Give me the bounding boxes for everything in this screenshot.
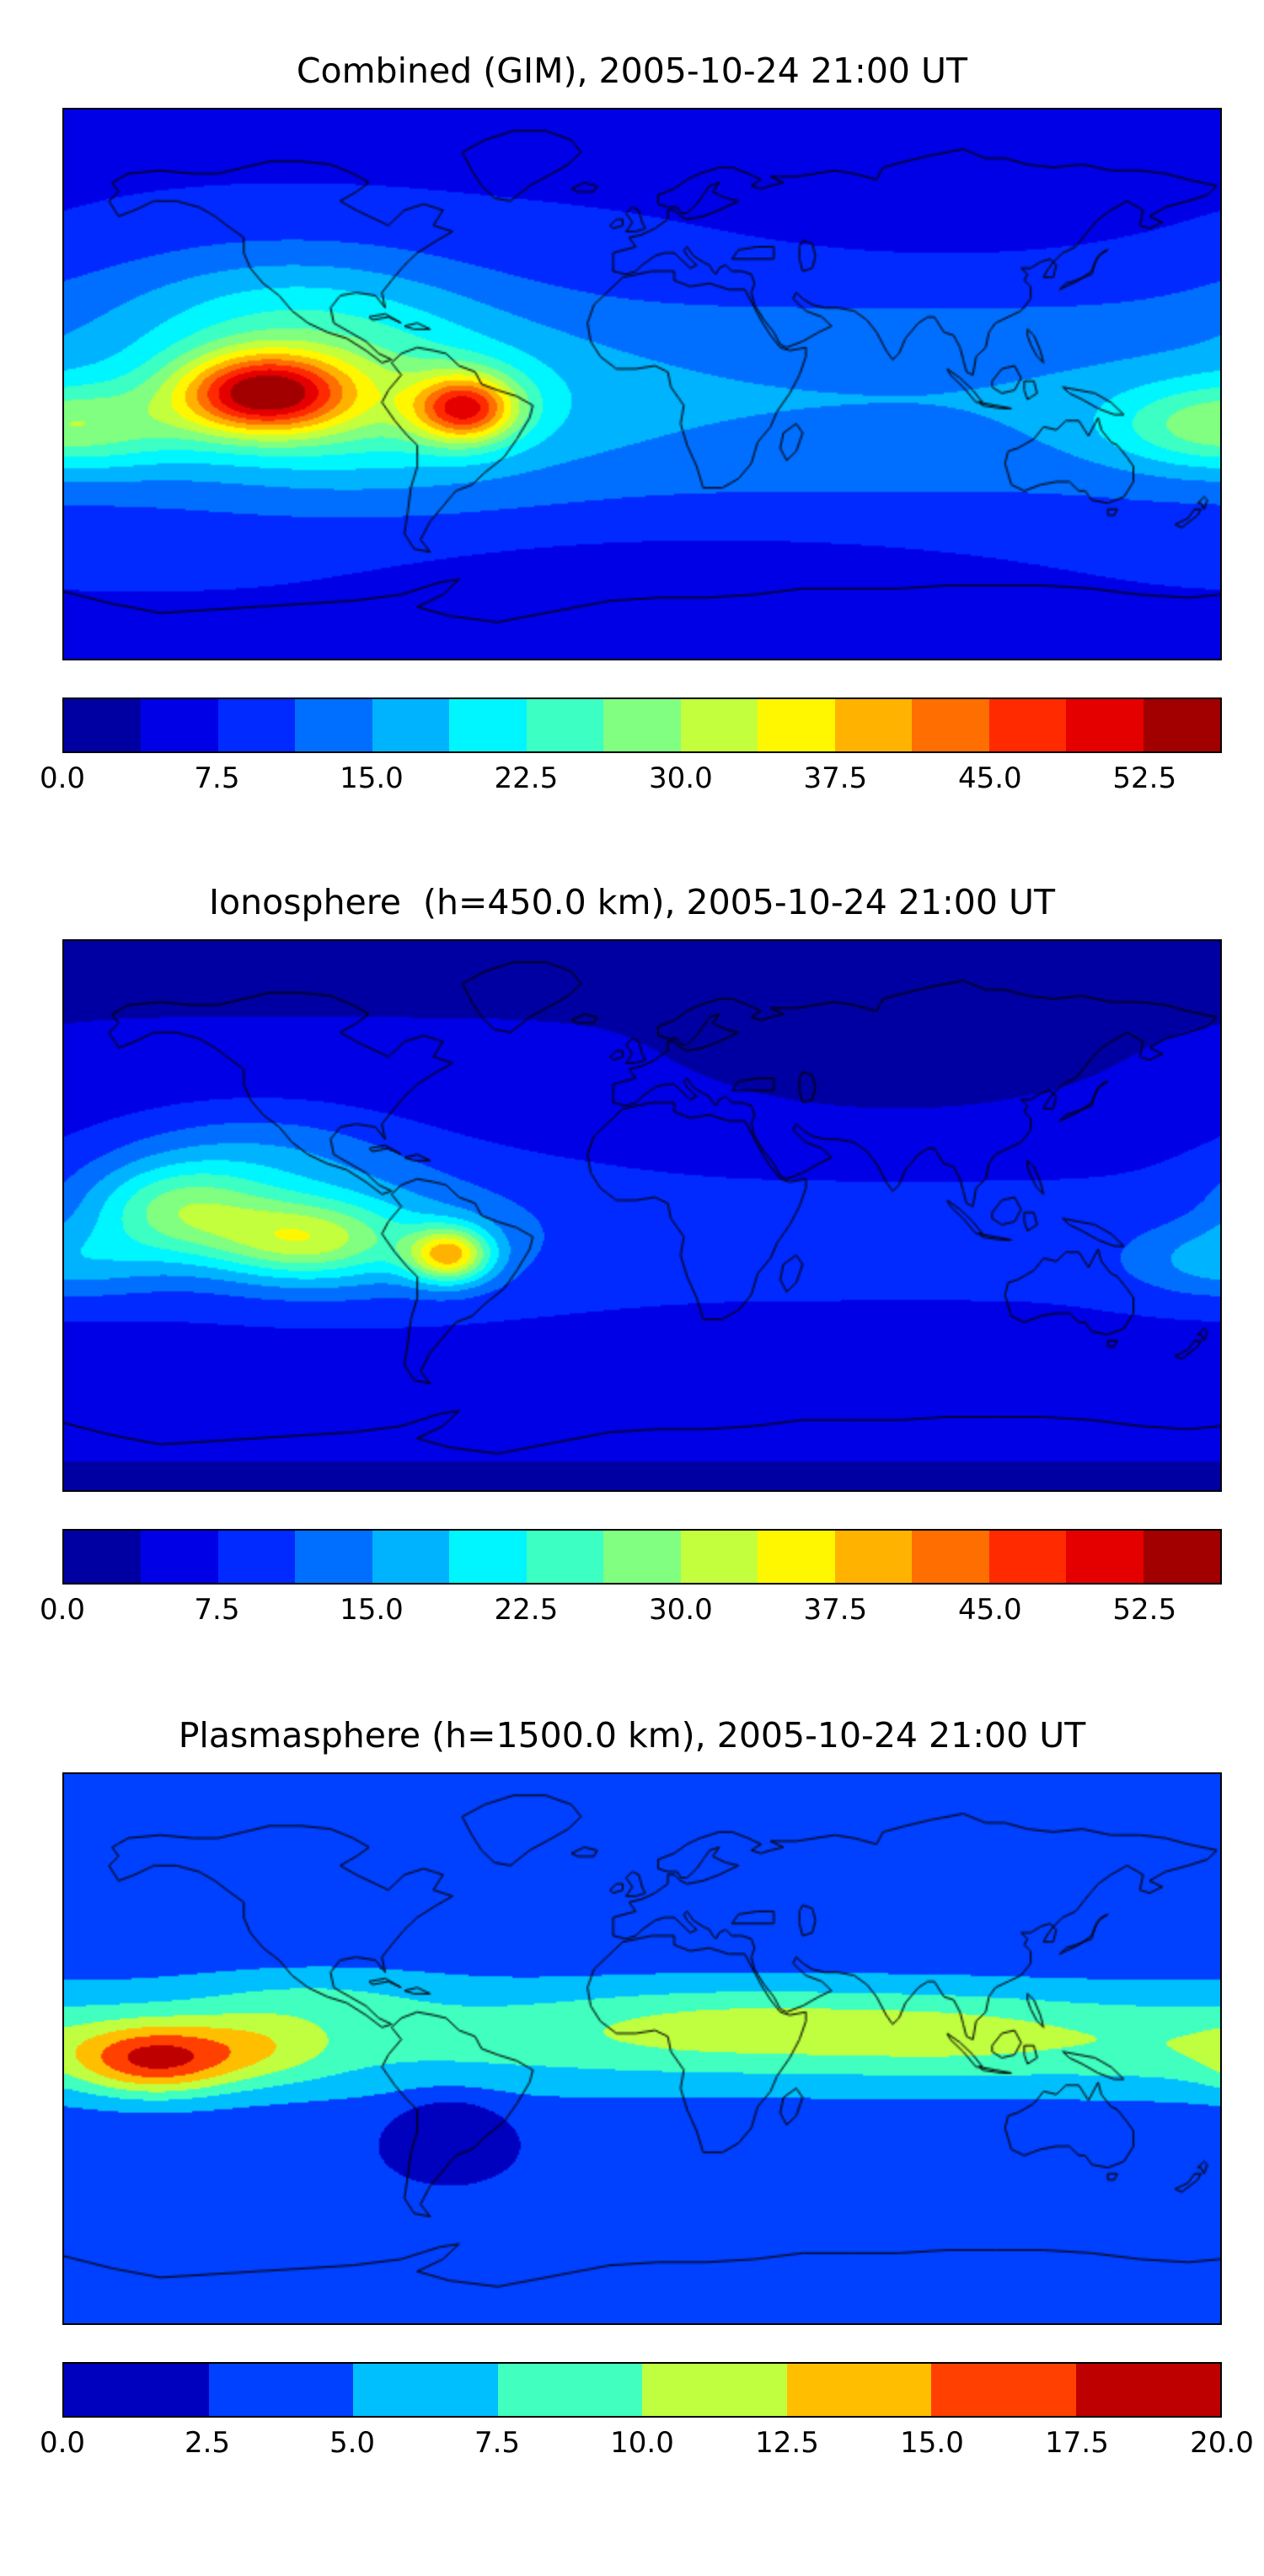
colorbar-tick-label: 20.0 xyxy=(1190,2426,1254,2460)
colorbar-segment xyxy=(208,2364,353,2416)
colorbar-tick-label: 0.0 xyxy=(39,2426,86,2460)
colorbar-segment xyxy=(931,2364,1076,2416)
colorbar-tick-label: 15.0 xyxy=(340,762,404,795)
colorbar-tick-label: 22.5 xyxy=(494,1593,559,1627)
colorbar-tick-label: 7.5 xyxy=(194,1593,240,1627)
colorbar-segment xyxy=(372,699,450,751)
colorbar-tick-label: 30.0 xyxy=(649,1593,713,1627)
colorbar-segment xyxy=(526,1531,604,1583)
map-1 xyxy=(62,108,1222,660)
colorbar-tick-label: 17.5 xyxy=(1045,2426,1109,2460)
colorbar-segment xyxy=(141,699,218,751)
panel-title-3: Plasmasphere (h=1500.0 km), 2005-10-24 2… xyxy=(178,1715,1086,1756)
colorbar-tick-label: 5.0 xyxy=(329,2426,376,2460)
colorbar-ticks-3: 0.0 2.5 5.0 7.5 10.0 12.5 15.0 17.5 20.0 xyxy=(40,2424,1254,2461)
colorbar-segment xyxy=(758,699,835,751)
colorbar-tick-label: 12.5 xyxy=(755,2426,819,2460)
figure: Combined (GIM), 2005-10-24 21:00 UT 0.0 7… xyxy=(0,49,1264,2576)
colorbar-segment xyxy=(217,1531,296,1583)
panel-title-2: Ionosphere (h=450.0 km), 2005-10-24 21:0… xyxy=(208,882,1056,922)
colorbar-ticks-1: 0.0 7.5 15.0 22.5 30.0 37.5 45.0 52.5 xyxy=(40,760,1222,797)
colorbar-segment xyxy=(834,1531,913,1583)
panel-title-1: Combined (GIM), 2005-10-24 21:00 UT xyxy=(296,51,968,91)
map-3 xyxy=(62,1772,1222,2325)
panel-1: Combined (GIM), 2005-10-24 21:00 UT 0.0 7… xyxy=(0,49,1264,797)
colorbar-tick-label: 37.5 xyxy=(803,1593,868,1627)
colorbar-segment xyxy=(912,1531,989,1583)
colorbar-segment xyxy=(988,1531,1067,1583)
colorbar-tick-label: 37.5 xyxy=(803,762,868,795)
colorbar-tick-label: 2.5 xyxy=(184,2426,231,2460)
colorbar-segment xyxy=(1143,699,1221,751)
colorbar-tick-label: 7.5 xyxy=(474,2426,521,2460)
colorbar-segment xyxy=(603,699,681,751)
colorbar-segment xyxy=(1075,2364,1220,2416)
colorbar-segment xyxy=(680,699,758,751)
colorbar-segment xyxy=(141,1531,218,1583)
colorbar-tick-label: 15.0 xyxy=(900,2426,964,2460)
colorbar-tick-label: 15.0 xyxy=(340,1593,404,1627)
panel-3: Plasmasphere (h=1500.0 km), 2005-10-24 2… xyxy=(0,1713,1264,2461)
colorbar-segment xyxy=(1066,699,1143,751)
colorbar-2 xyxy=(62,1529,1222,1585)
colorbar-segment xyxy=(295,699,372,751)
colorbar-segment xyxy=(64,1531,142,1583)
colorbar-tick-label: 45.0 xyxy=(957,1593,1022,1627)
colorbar-tick-label: 30.0 xyxy=(649,762,713,795)
colorbar-segment xyxy=(1143,1531,1221,1583)
colorbar-segment xyxy=(912,699,989,751)
colorbar-tick-label: 52.5 xyxy=(1112,762,1177,795)
colorbar-segment xyxy=(64,699,142,751)
colorbar-segment xyxy=(834,699,913,751)
colorbar-segment xyxy=(497,2364,642,2416)
colorbar-ticks-2: 0.0 7.5 15.0 22.5 30.0 37.5 45.0 52.5 xyxy=(40,1591,1222,1628)
map-canvas-3 xyxy=(64,1774,1220,2323)
colorbar-segment xyxy=(372,1531,450,1583)
map-canvas-1 xyxy=(64,110,1220,659)
colorbar-segment xyxy=(449,699,527,751)
panel-2: Ionosphere (h=450.0 km), 2005-10-24 21:0… xyxy=(0,880,1264,1628)
colorbar-segment xyxy=(988,699,1067,751)
colorbar-tick-label: 22.5 xyxy=(494,762,559,795)
colorbar-segment xyxy=(353,2364,498,2416)
colorbar-segment xyxy=(680,1531,758,1583)
colorbar-segment xyxy=(786,2364,931,2416)
colorbar-segment xyxy=(217,699,296,751)
colorbar-segment xyxy=(449,1531,527,1583)
colorbar-tick-label: 0.0 xyxy=(39,762,86,795)
colorbar-segment xyxy=(603,1531,681,1583)
colorbar-segment xyxy=(295,1531,372,1583)
colorbar-3 xyxy=(62,2362,1222,2418)
colorbar-segment xyxy=(758,1531,835,1583)
map-canvas-2 xyxy=(64,941,1220,1490)
colorbar-segment xyxy=(642,2364,787,2416)
colorbar-tick-label: 10.0 xyxy=(610,2426,674,2460)
colorbar-segment xyxy=(64,2364,209,2416)
colorbar-tick-label: 45.0 xyxy=(957,762,1022,795)
colorbar-tick-label: 52.5 xyxy=(1112,1593,1177,1627)
colorbar-1 xyxy=(62,697,1222,753)
colorbar-tick-label: 7.5 xyxy=(194,762,240,795)
map-2 xyxy=(62,939,1222,1492)
colorbar-tick-label: 0.0 xyxy=(39,1593,86,1627)
colorbar-segment xyxy=(526,699,604,751)
colorbar-segment xyxy=(1066,1531,1143,1583)
